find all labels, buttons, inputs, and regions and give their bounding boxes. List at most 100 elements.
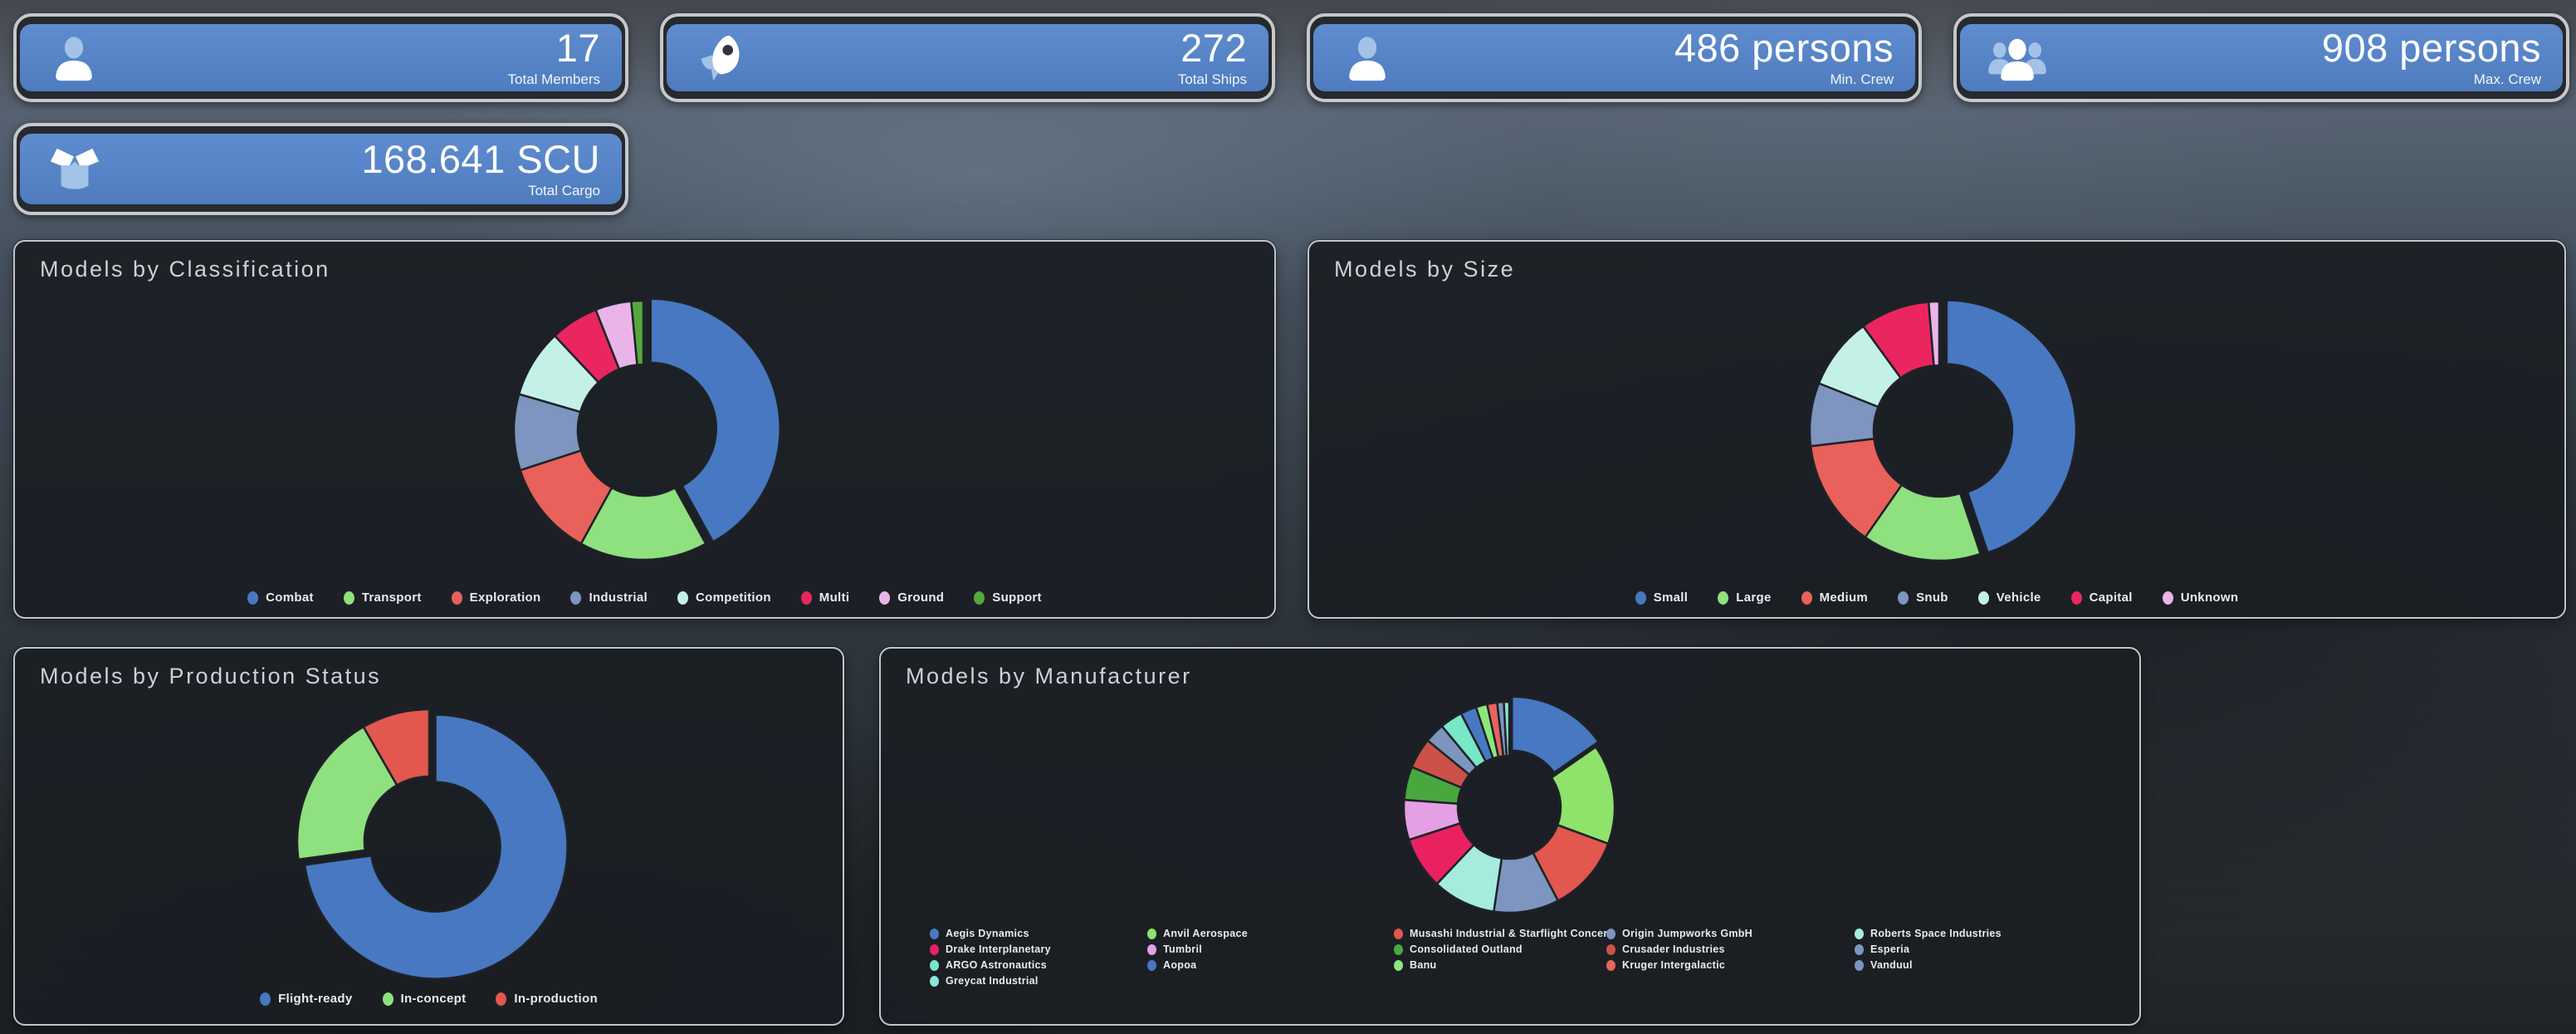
legend-column: Musashi Industrial & Starflight Concern C… xyxy=(1394,928,1614,987)
legend-label: Anvil Aerospace xyxy=(1163,928,1248,939)
legend-item[interactable]: Multi xyxy=(800,591,850,605)
legend-swatch xyxy=(382,992,393,1006)
models-by-manufacturer-panel: Models by Manufacturer Aegis Dynamics Dra… xyxy=(879,647,2141,1026)
legend-item[interactable]: Unknown xyxy=(2162,591,2239,605)
stat-card-body: 486 persons Min. Crew xyxy=(1313,24,1915,91)
donut-slice[interactable] xyxy=(1503,700,1511,757)
manufacturer-legend: Aegis Dynamics Drake Interplanetary ARGO A… xyxy=(930,928,2062,987)
legend-label: In-concept xyxy=(400,992,467,1006)
stat-label: Max. Crew xyxy=(2473,71,2541,87)
person-icon xyxy=(1342,32,1393,84)
legend-label: Capital xyxy=(2089,591,2133,605)
legend-swatch xyxy=(2070,591,2082,605)
legend-swatch xyxy=(930,975,939,987)
legend-swatch xyxy=(247,591,259,605)
legend-swatch xyxy=(1898,591,1909,605)
stat-label: Total Members xyxy=(507,71,600,87)
legend-label: Exploration xyxy=(469,591,541,605)
legend-item[interactable]: Tumbril xyxy=(1147,943,1394,955)
models-by-classification-panel: Models by Classification Combat Transport… xyxy=(13,240,1276,619)
legend-item[interactable]: Snub xyxy=(1898,591,1948,605)
legend-item[interactable]: Medium xyxy=(1801,591,1868,605)
legend-item[interactable]: Roberts Space Industries xyxy=(1855,928,2062,939)
models-by-size-panel: Models by Size Small Large Medium Snub Vehic… xyxy=(1308,240,2566,619)
size-donut-chart[interactable] xyxy=(1309,242,2564,617)
stat-card-total-members: 17 Total Members xyxy=(13,13,628,102)
legend-item[interactable]: Vehicle xyxy=(1977,591,2041,605)
legend-item[interactable]: ARGO Astronautics xyxy=(930,959,1147,971)
production-status-legend: Flight-ready In-concept In-production xyxy=(15,992,843,1006)
donut-slice[interactable] xyxy=(579,486,707,561)
panel-title: Models by Manufacturer xyxy=(906,664,1192,689)
legend-swatch xyxy=(1855,959,1864,971)
legend-label: Large xyxy=(1736,591,1772,605)
legend-item[interactable]: Anvil Aerospace xyxy=(1147,928,1394,939)
donut-slice[interactable] xyxy=(649,297,781,544)
legend-label: Musashi Industrial & Starflight Concern xyxy=(1410,928,1615,939)
production-status-donut-chart[interactable] xyxy=(15,649,843,1024)
donut-slice[interactable] xyxy=(303,713,569,980)
legend-item[interactable]: Ground xyxy=(879,591,944,605)
donut-slice[interactable] xyxy=(1945,299,2078,555)
legend-item[interactable]: Greycat Industrial xyxy=(930,975,1147,987)
legend-swatch xyxy=(496,992,507,1006)
panel-title: Models by Production Status xyxy=(40,664,382,689)
legend-item[interactable]: Exploration xyxy=(451,591,541,605)
legend-column: Roberts Space Industries Esperia Vanduul xyxy=(1855,928,2062,987)
legend-swatch xyxy=(1977,591,1989,605)
legend-column: Anvil Aerospace Tumbril Aopoa xyxy=(1147,928,1394,987)
donut-slice[interactable] xyxy=(296,725,398,861)
legend-item[interactable]: Competition xyxy=(677,591,771,605)
legend-item[interactable]: Flight-ready xyxy=(260,992,352,1006)
legend-label: Origin Jumpworks GmbH xyxy=(1622,928,1753,939)
legend-label: Multi xyxy=(819,591,850,605)
donut-slice[interactable] xyxy=(1510,695,1601,775)
legend-label: Banu xyxy=(1410,959,1437,971)
stat-value: 486 persons xyxy=(1674,26,1894,71)
legend-swatch xyxy=(1147,943,1156,955)
legend-item[interactable]: Kruger Intergalactic xyxy=(1606,959,1855,971)
legend-swatch xyxy=(974,591,985,605)
legend-label: Industrial xyxy=(589,591,648,605)
legend-item[interactable]: In-production xyxy=(496,992,598,1006)
legend-label: Small xyxy=(1653,591,1689,605)
donut-slice[interactable] xyxy=(629,299,645,366)
legend-item[interactable]: Small xyxy=(1635,591,1689,605)
legend-label: Roberts Space Industries xyxy=(1870,928,2002,939)
legend-label: Vehicle xyxy=(1996,591,2041,605)
legend-label: Consolidated Outland xyxy=(1410,943,1523,955)
legend-item[interactable]: Crusader Industries xyxy=(1606,943,1855,955)
legend-label: Crusader Industries xyxy=(1622,943,1725,955)
legend-item[interactable]: Combat xyxy=(247,591,314,605)
legend-item[interactable]: Banu xyxy=(1394,959,1606,971)
legend-swatch xyxy=(1718,591,1729,605)
legend-item[interactable]: Large xyxy=(1718,591,1771,605)
legend-item[interactable]: Musashi Industrial & Starflight Concern xyxy=(1394,928,1614,939)
legend-item[interactable]: Vanduul xyxy=(1855,959,2062,971)
legend-item[interactable]: In-concept xyxy=(382,992,467,1006)
legend-item[interactable]: Esperia xyxy=(1855,943,2062,955)
cargo-box-icon xyxy=(48,144,101,195)
legend-item[interactable]: Consolidated Outland xyxy=(1394,943,1606,955)
legend-item[interactable]: Industrial xyxy=(570,591,648,605)
legend-item[interactable]: Drake Interplanetary xyxy=(930,943,1147,955)
legend-label: Combat xyxy=(266,591,314,605)
legend-item[interactable]: Aegis Dynamics xyxy=(930,928,1147,939)
donut-slice[interactable] xyxy=(1927,300,1941,367)
stat-card-min-crew: 486 persons Min. Crew xyxy=(1307,13,1922,102)
stat-card-body: 908 persons Max. Crew xyxy=(1960,24,2563,91)
stat-card-body: 17 Total Members xyxy=(20,24,622,91)
legend-swatch xyxy=(930,959,939,971)
manufacturer-donut-chart[interactable] xyxy=(881,649,2139,1024)
legend-item[interactable]: Transport xyxy=(343,591,422,605)
legend-item[interactable]: Origin Jumpworks GmbH xyxy=(1606,928,1855,939)
donut-slice[interactable] xyxy=(362,708,431,787)
legend-item[interactable]: Aopoa xyxy=(1147,959,1394,971)
legend-item[interactable]: Capital xyxy=(2070,591,2133,605)
legend-swatch xyxy=(570,591,582,605)
classification-donut-chart[interactable] xyxy=(15,242,1274,617)
legend-swatch xyxy=(1394,959,1403,971)
legend-item[interactable]: Support xyxy=(974,591,1042,605)
member-icon xyxy=(48,32,100,84)
legend-label: In-production xyxy=(514,992,598,1006)
